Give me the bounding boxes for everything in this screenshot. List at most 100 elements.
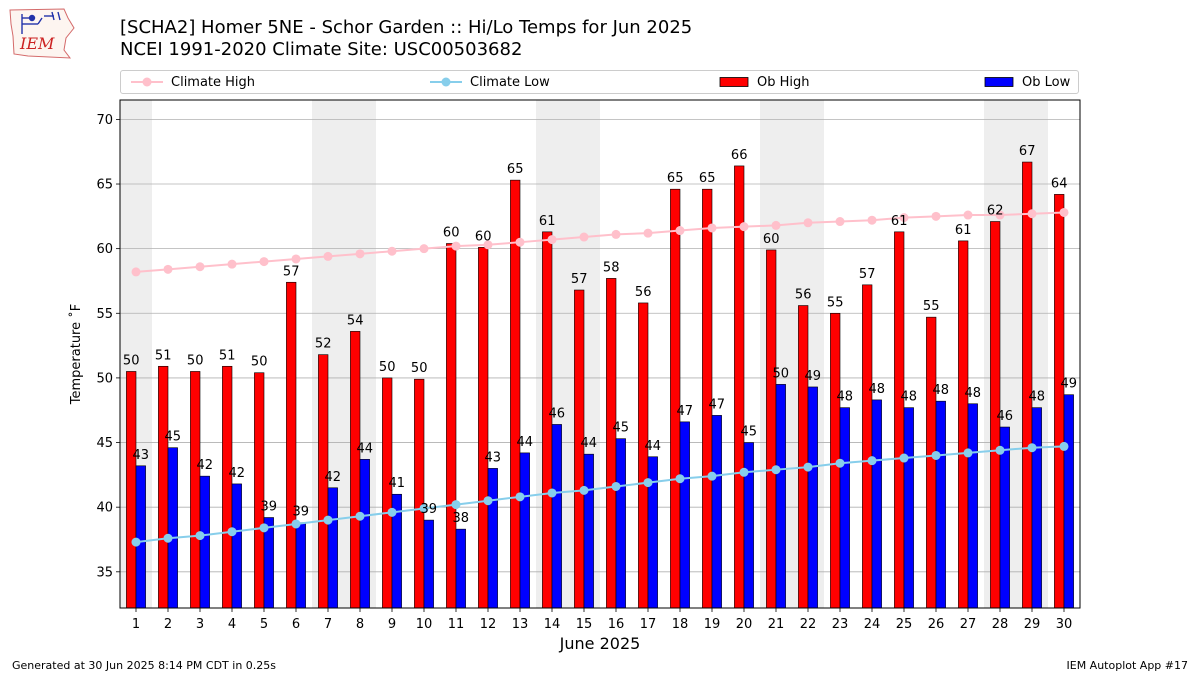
legend-label-ob-high: Ob High bbox=[757, 74, 810, 90]
ob-high-value-label: 50 bbox=[187, 353, 204, 368]
ob-low-swatch-icon bbox=[984, 77, 1014, 87]
x-tick-label: 25 bbox=[896, 617, 913, 632]
ob-low-bar bbox=[327, 487, 338, 609]
ob-low-value-label: 48 bbox=[933, 383, 950, 398]
climate-low-point bbox=[899, 453, 909, 463]
ob-high-value-label: 61 bbox=[955, 223, 972, 238]
ob-high-bar bbox=[638, 302, 649, 609]
x-tick-label: 11 bbox=[448, 617, 465, 632]
ob-high-value-label: 65 bbox=[699, 171, 716, 186]
ob-high-bar bbox=[158, 365, 169, 609]
ob-high-value-label: 57 bbox=[859, 267, 876, 282]
weather-station-icon bbox=[21, 11, 61, 34]
ob-low-bar bbox=[807, 386, 818, 609]
ob-high-bar bbox=[766, 249, 777, 609]
y-tick-label: 35 bbox=[96, 565, 113, 580]
y-axis-label: Temperature ˚F bbox=[68, 304, 84, 405]
climate-high-point bbox=[355, 249, 365, 259]
climate-low-point bbox=[707, 471, 717, 481]
x-tick-label: 12 bbox=[480, 617, 497, 632]
y-tick-label: 70 bbox=[96, 113, 113, 128]
ob-high-value-label: 51 bbox=[155, 348, 172, 363]
ob-low-bar bbox=[903, 407, 914, 609]
ob-high-bar bbox=[670, 188, 681, 609]
ob-low-value-label: 43 bbox=[133, 448, 150, 463]
climate-high-point bbox=[259, 257, 269, 267]
ob-low-bar bbox=[359, 459, 370, 609]
ob-high-value-label: 57 bbox=[283, 264, 300, 279]
ob-low-bar bbox=[1063, 394, 1074, 609]
x-tick-label: 19 bbox=[704, 617, 721, 632]
ob-low-value-label: 39 bbox=[293, 505, 310, 520]
ob-low-value-label: 42 bbox=[229, 466, 246, 481]
x-tick-label: 10 bbox=[416, 617, 433, 632]
ob-high-bar bbox=[1022, 161, 1033, 609]
climate-high-point bbox=[291, 254, 301, 264]
climate-high-point bbox=[1027, 209, 1037, 219]
climate-high-point bbox=[419, 244, 429, 254]
ob-low-bar bbox=[231, 483, 242, 609]
ob-low-bar bbox=[551, 424, 562, 609]
ob-high-bar bbox=[798, 305, 809, 609]
ob-low-value-label: 48 bbox=[837, 390, 854, 405]
x-tick-label: 23 bbox=[832, 617, 849, 632]
climate-high-point bbox=[451, 241, 461, 251]
ob-high-bar bbox=[926, 316, 937, 609]
climate-low-point bbox=[323, 515, 333, 525]
climate-low-point bbox=[419, 503, 429, 513]
ob-high-swatch-icon bbox=[719, 77, 749, 87]
climate-high-point bbox=[995, 210, 1005, 220]
ob-high-bar bbox=[606, 278, 617, 609]
x-tick-label: 28 bbox=[992, 617, 1009, 632]
legend-label-ob-low: Ob Low bbox=[1022, 74, 1071, 90]
ob-high-value-label: 56 bbox=[795, 288, 812, 303]
ob-low-value-label: 47 bbox=[677, 404, 694, 419]
climate-high-point bbox=[867, 215, 877, 225]
ob-high-bar bbox=[862, 284, 873, 609]
climate-low-point bbox=[835, 458, 845, 468]
climate-high-point bbox=[387, 246, 397, 256]
climate-low-line bbox=[135, 445, 1065, 544]
climate-low-point bbox=[227, 527, 237, 537]
legend-item-ob-low: Ob Low bbox=[984, 71, 1070, 93]
ob-high-bar bbox=[734, 165, 745, 609]
climate-high-line bbox=[135, 211, 1065, 273]
ob-low-value-label: 45 bbox=[741, 425, 758, 440]
climate-high-swatch-icon bbox=[131, 77, 163, 87]
ob-high-value-label: 61 bbox=[539, 214, 556, 229]
app-credit: IEM Autoplot App #17 bbox=[1066, 659, 1189, 672]
climate-high-point bbox=[771, 220, 781, 230]
ob-low-value-label: 50 bbox=[773, 366, 790, 381]
x-axis-label: June 2025 bbox=[559, 634, 641, 653]
ob-high-value-label: 50 bbox=[251, 355, 268, 370]
ob-low-bar bbox=[487, 468, 498, 609]
ob-low-value-label: 43 bbox=[485, 450, 502, 465]
x-tick-label: 5 bbox=[260, 617, 268, 632]
chart-subtitle: NCEI 1991-2020 Climate Site: USC00503682 bbox=[120, 39, 523, 60]
ob-high-value-label: 60 bbox=[763, 232, 780, 247]
ob-low-bar bbox=[1031, 407, 1042, 609]
x-tick-label: 22 bbox=[800, 617, 817, 632]
x-tick-label: 18 bbox=[672, 617, 689, 632]
ob-high-bar bbox=[446, 243, 457, 609]
climate-low-point bbox=[131, 537, 141, 547]
climate-high-point bbox=[547, 235, 557, 245]
climate-low-point bbox=[771, 465, 781, 475]
climate-high-point bbox=[611, 229, 621, 239]
ob-high-value-label: 52 bbox=[315, 337, 332, 352]
climate-low-point bbox=[547, 488, 557, 498]
ob-low-bar bbox=[839, 407, 850, 609]
climate-low-point bbox=[867, 456, 877, 466]
ob-high-value-label: 67 bbox=[1019, 144, 1036, 159]
ob-low-value-label: 38 bbox=[453, 511, 470, 526]
legend-label-climate-high: Climate High bbox=[171, 74, 256, 90]
climate-high-point bbox=[963, 210, 973, 220]
ob-high-bar bbox=[382, 377, 393, 609]
x-tick-label: 26 bbox=[928, 617, 945, 632]
x-tick-label: 9 bbox=[388, 617, 396, 632]
ob-high-value-label: 50 bbox=[379, 360, 396, 375]
ob-low-value-label: 45 bbox=[613, 421, 630, 436]
x-tick-label: 7 bbox=[324, 617, 332, 632]
legend-item-ob-high: Ob High bbox=[719, 71, 810, 93]
